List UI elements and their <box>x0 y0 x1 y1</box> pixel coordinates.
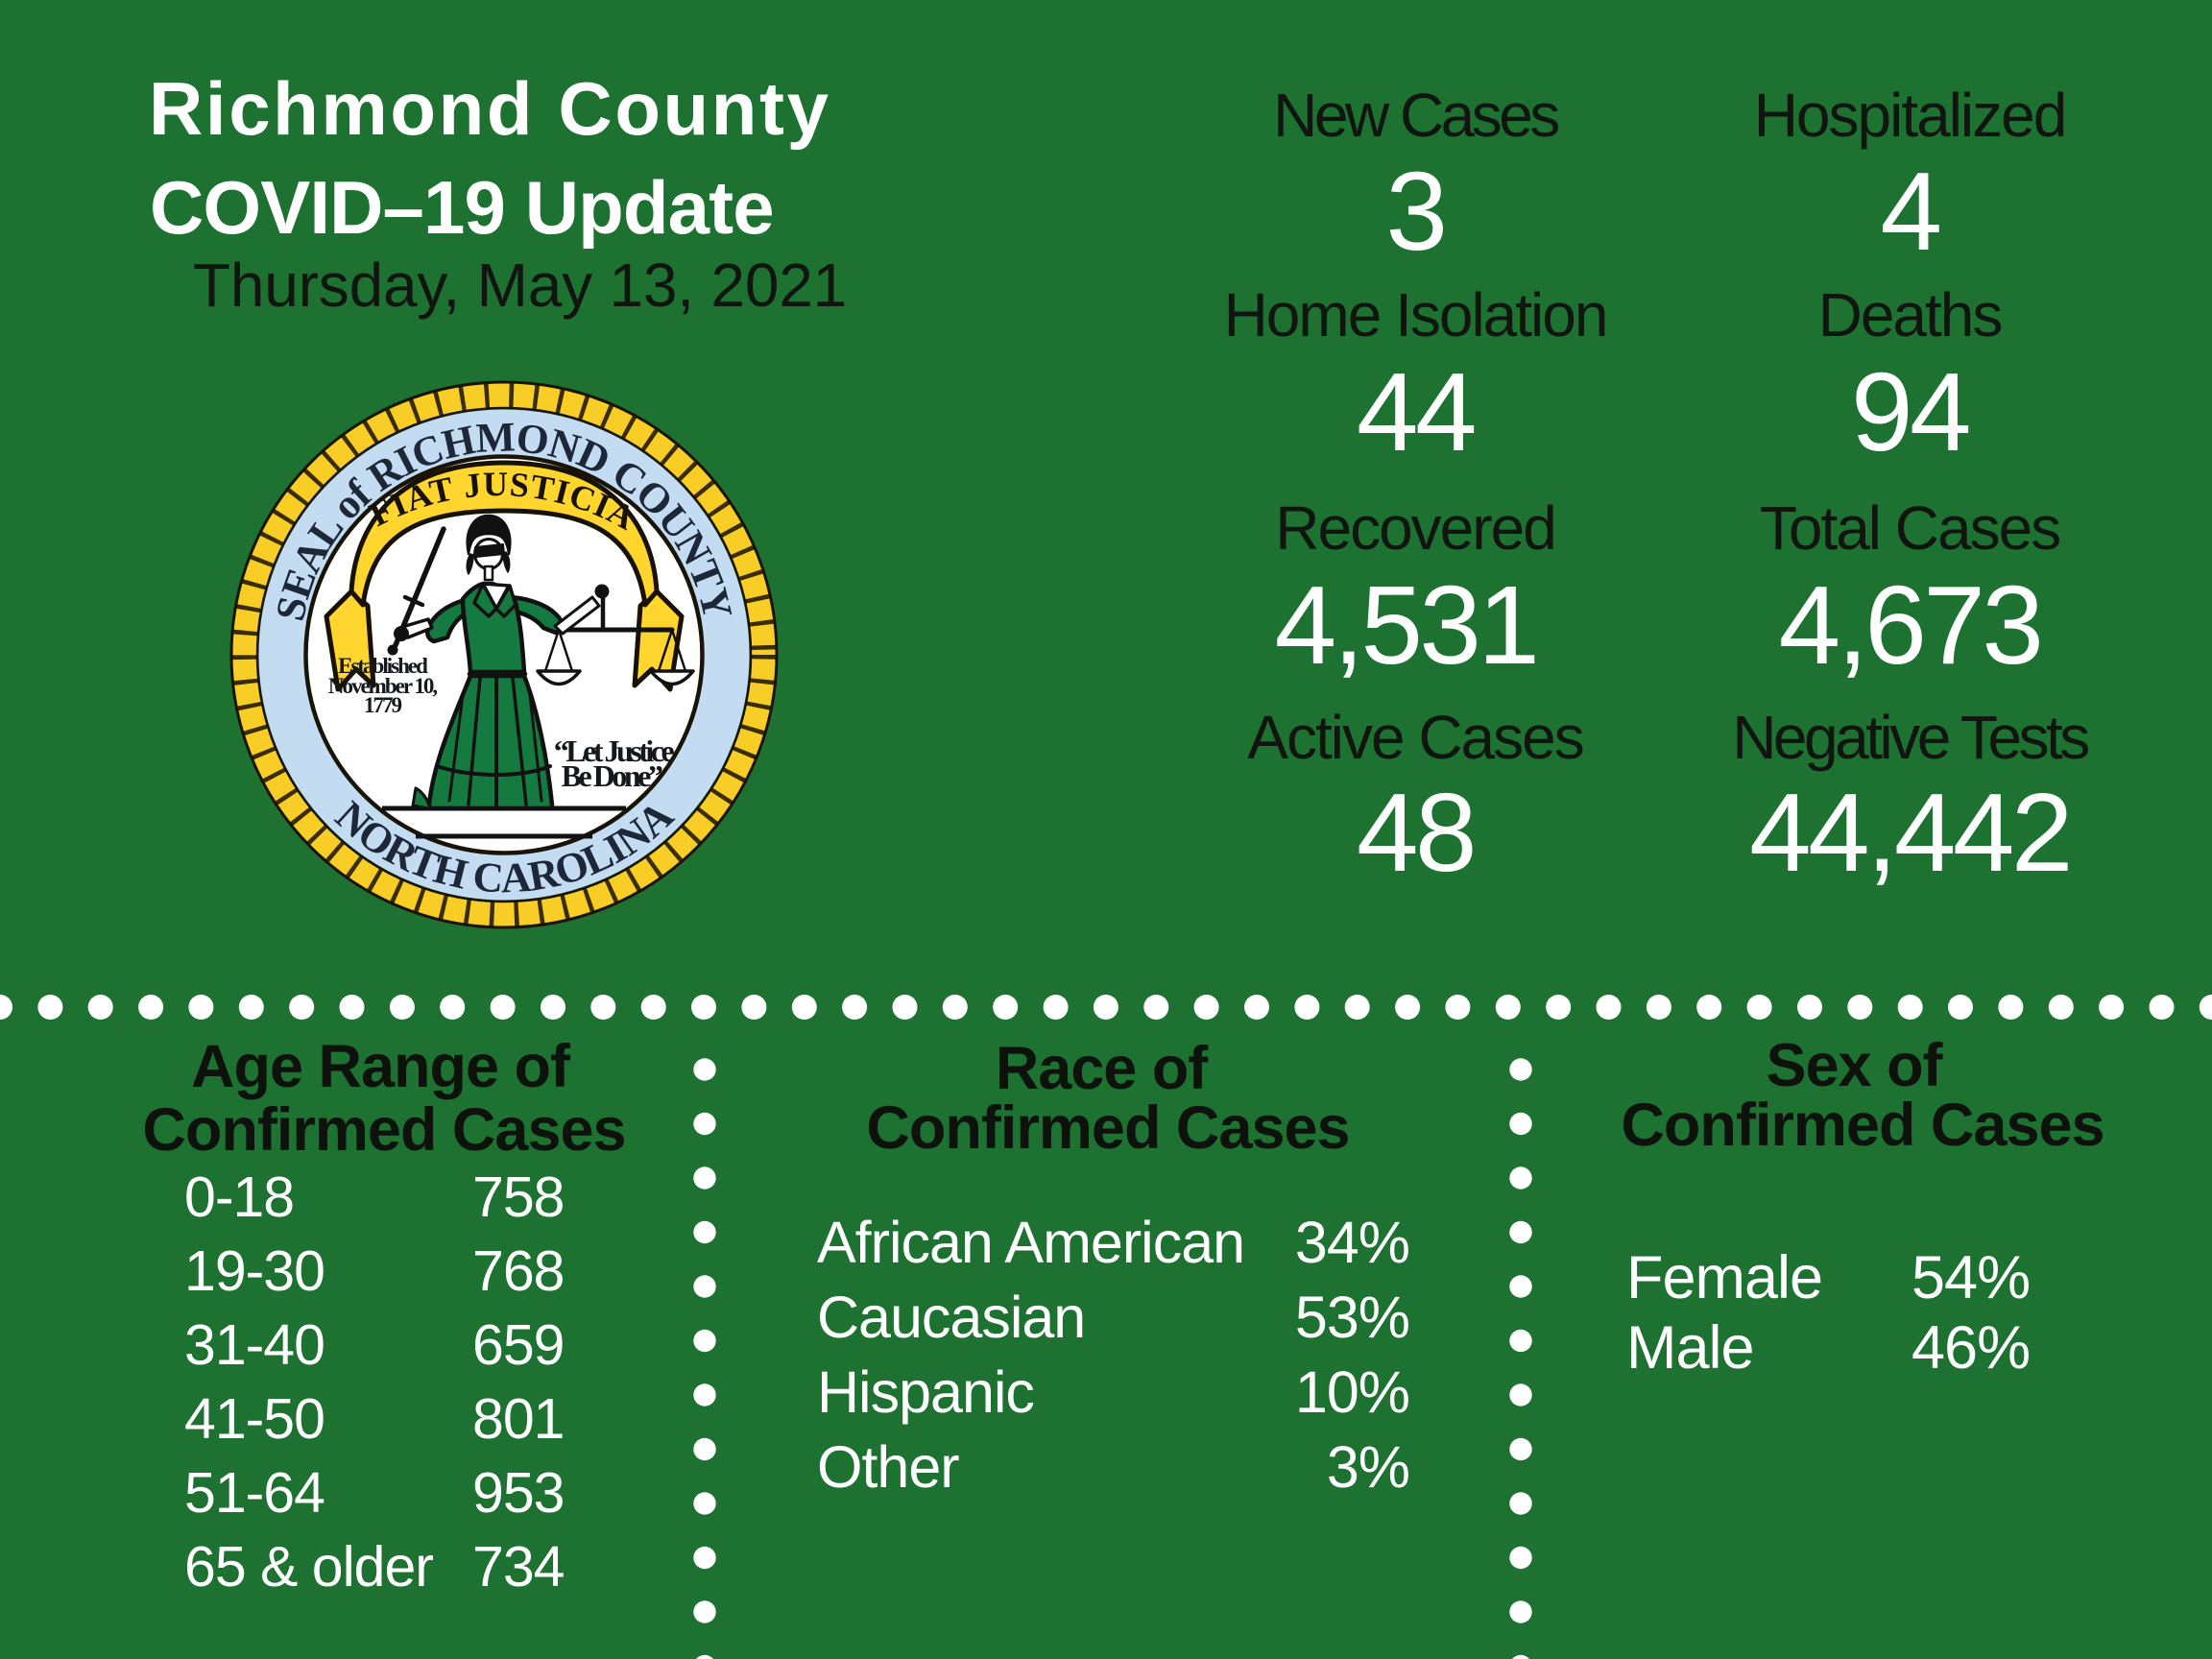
svg-text:“Let Justice: “Let Justice <box>554 733 675 768</box>
svg-text:Be Done”: Be Done” <box>562 758 662 793</box>
svg-text:November 10,: November 10, <box>328 674 438 698</box>
svg-text:Established: Established <box>338 654 428 678</box>
svg-text:1779: 1779 <box>364 693 402 717</box>
